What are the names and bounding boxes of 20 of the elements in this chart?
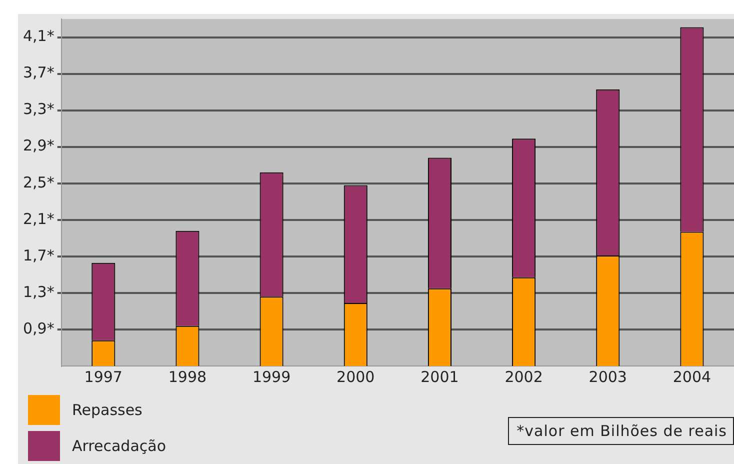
y-tick-label: 2,9* — [22, 136, 55, 155]
x-tick-label: 2000 — [336, 368, 375, 386]
y-tick-label: 1,7* — [22, 246, 55, 264]
x-tick-label: 1999 — [252, 368, 291, 386]
y-tick-label: 1,3* — [22, 282, 55, 301]
x-tick-label: 1997 — [84, 368, 122, 386]
y-tick-label: 2,1* — [22, 210, 55, 228]
y-tick-label: 3,3* — [22, 100, 55, 118]
x-tick-label: 1998 — [168, 368, 207, 386]
legend-label: Repasses — [72, 401, 142, 419]
y-tick-label: 3,7* — [22, 64, 55, 82]
x-tick-label: 2003 — [588, 368, 627, 386]
y-tick-label: 0,9* — [22, 319, 55, 338]
legend-label: Arrecadação — [72, 437, 166, 455]
text: *valor em Bilhões de reais — [508, 417, 734, 445]
x-tick-label: 2004 — [672, 368, 712, 386]
x-tick-label: 2001 — [420, 368, 459, 386]
y-tick-label: 4,1* — [22, 27, 55, 46]
y-tick-label: 2,5* — [22, 173, 55, 192]
x-tick-label: 2002 — [504, 368, 543, 386]
